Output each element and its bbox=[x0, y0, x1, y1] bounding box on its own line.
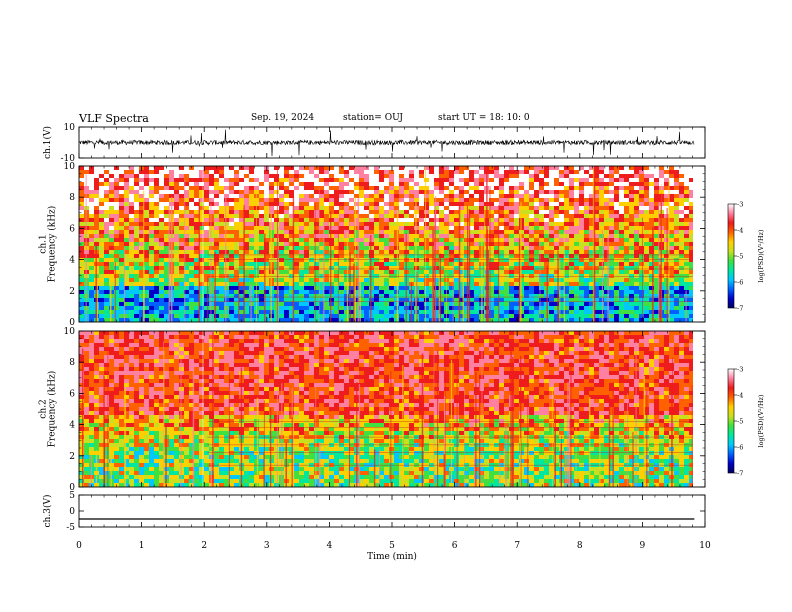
x-tick-label: 9 bbox=[640, 541, 646, 551]
x-tick-label: 7 bbox=[514, 541, 520, 551]
colorbar-tick-label: -7 bbox=[737, 470, 743, 478]
y-tick-label: 10 bbox=[64, 327, 76, 337]
y-axis-label: ch.2 bbox=[39, 399, 49, 418]
x-tick-label: 8 bbox=[577, 541, 583, 551]
x-tick-label: 5 bbox=[389, 541, 395, 551]
y-tick-label: 5 bbox=[69, 491, 75, 501]
chart-title: VLF Spectra bbox=[79, 112, 149, 125]
colorbar-tick-label: -4 bbox=[737, 392, 743, 400]
y-tick-label: 0 bbox=[69, 507, 75, 517]
y-tick-label: 6 bbox=[69, 389, 75, 399]
colorbar-1 bbox=[727, 203, 735, 309]
start-time-label: start UT = 18: 10: 0 bbox=[438, 113, 530, 123]
wave-panel-3 bbox=[79, 495, 705, 527]
date-label: Sep. 19, 2024 bbox=[251, 113, 315, 123]
y-axis-label: ch.1 bbox=[39, 234, 49, 253]
y-axis-label: Frequency (kHz) bbox=[47, 206, 58, 283]
station-label: station= OUJ bbox=[343, 113, 404, 123]
y-axis-label: ch.3(V) bbox=[42, 495, 53, 528]
colorbar-tick-label: -6 bbox=[737, 279, 743, 287]
y-tick-label: 6 bbox=[69, 224, 75, 234]
colorbar-tick-label: -6 bbox=[737, 444, 743, 452]
colorbar-label: log(PSD)(V²/Hz) bbox=[757, 394, 765, 447]
colorbar-tick-label: -3 bbox=[737, 201, 743, 209]
colorbar-tick-label: -3 bbox=[737, 366, 743, 374]
y-tick-label: 10 bbox=[64, 123, 76, 133]
y-axis-label: ch.1(V) bbox=[42, 126, 53, 159]
y-tick-label: 10 bbox=[64, 162, 76, 172]
spectrogram-image-1 bbox=[79, 166, 693, 322]
colorbar-label: log(PSD)(V²/Hz) bbox=[757, 229, 765, 282]
x-tick-label: 4 bbox=[327, 541, 333, 551]
y-tick-label: 0 bbox=[69, 318, 75, 328]
colorbar-tick-label: -5 bbox=[737, 253, 743, 261]
y-tick-label: -10 bbox=[61, 154, 76, 164]
x-tick-label: 6 bbox=[452, 541, 458, 551]
y-tick-label: 0 bbox=[69, 483, 75, 493]
x-tick-label: 10 bbox=[699, 541, 711, 551]
y-axis-label: Frequency (kHz) bbox=[47, 371, 58, 448]
y-tick-label: 2 bbox=[69, 452, 75, 462]
x-tick-label: 2 bbox=[201, 541, 207, 551]
y-tick-label: 4 bbox=[69, 421, 75, 431]
waveform-trace-0 bbox=[78, 129, 695, 157]
colorbar-tick-label: -5 bbox=[737, 418, 743, 426]
x-axis-label: Time (min) bbox=[367, 551, 417, 562]
colorbar-2 bbox=[727, 368, 735, 474]
x-tick-label: 3 bbox=[264, 541, 270, 551]
y-tick-label: 8 bbox=[69, 193, 75, 203]
y-tick-label: 2 bbox=[69, 287, 75, 297]
x-tick-label: 0 bbox=[76, 541, 82, 551]
colorbar-tick-label: -7 bbox=[737, 305, 743, 313]
y-tick-label: 8 bbox=[69, 358, 75, 368]
y-tick-label: -5 bbox=[66, 523, 75, 533]
x-tick-label: 1 bbox=[139, 541, 145, 551]
spectrogram-image-2 bbox=[79, 331, 693, 487]
y-tick-label: 4 bbox=[69, 256, 75, 266]
colorbar-tick-label: -4 bbox=[737, 227, 743, 235]
